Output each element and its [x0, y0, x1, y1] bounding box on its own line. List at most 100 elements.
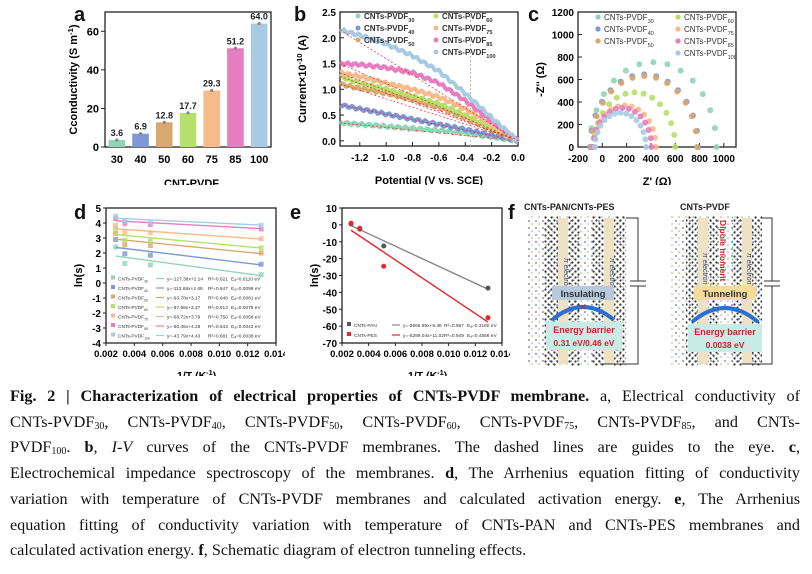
y-tick-label: -4	[92, 339, 101, 350]
blocked-x-icon: ×	[580, 302, 585, 312]
legend-marker	[433, 25, 439, 31]
legend-fit: y=-43.79x+4.43	[167, 334, 201, 340]
legend-label: CNTs-PVDF75	[684, 25, 734, 37]
caption-subscript: 60	[446, 420, 457, 432]
eis-point	[664, 61, 671, 68]
data-point	[357, 225, 363, 231]
caption-text: PVDF	[10, 438, 52, 457]
eis-point	[672, 144, 679, 150]
x-tick-label: 40	[134, 154, 146, 166]
legend-label: CNTs-PVDF50	[364, 36, 415, 48]
schematic-f-tunneling: CNTs-PAN/CNTs-PES π electron π electron …	[524, 202, 780, 366]
data-point	[485, 285, 491, 291]
x-tick-label: -200	[568, 154, 588, 165]
eis-point	[628, 113, 635, 120]
data-point	[258, 250, 264, 256]
legend-marker	[111, 323, 115, 327]
caption-panel-ref: d	[445, 464, 455, 483]
caption-text: , CNTs-PVDF	[339, 412, 447, 431]
legend-label: CNTs-PVDF100	[442, 48, 496, 60]
legend-label: CNTs-PVDF75	[442, 24, 493, 36]
data-point	[258, 245, 264, 251]
circuit-bracket-right	[742, 217, 780, 365]
data-point	[122, 237, 128, 243]
eis-point	[699, 91, 706, 98]
data-label: 17.7	[179, 101, 197, 111]
y-tick-label: 800	[557, 53, 574, 64]
legend-label: CNTs-PVDF100	[684, 49, 737, 61]
legend-r2: R²=0.646	[208, 296, 228, 302]
legend-marker	[595, 14, 601, 20]
x-tick-label: -0.8	[404, 153, 422, 164]
bar	[108, 140, 126, 147]
x-axis-label: 1/T (K-1)	[408, 368, 447, 377]
data-point	[147, 238, 153, 244]
caption-subscript: 50	[329, 420, 340, 432]
data-label: 29.3	[203, 78, 221, 88]
legend-marker	[675, 50, 681, 56]
data-point	[258, 236, 264, 242]
y-tick-label: 10	[326, 204, 338, 215]
caption-line: CNTs-PVDF30, CNTs-PVDF40, CNTs-PVDF50, C…	[10, 410, 800, 436]
y-tick-label: 20	[87, 103, 99, 115]
fit-line	[115, 238, 262, 255]
x-tick-label: 0.012	[463, 349, 487, 360]
legend-label: CNTs-PVDF85	[442, 36, 493, 48]
y-tick-label: 600	[557, 76, 574, 87]
legend-marker	[355, 13, 361, 19]
data-point	[258, 272, 264, 278]
eis-point	[617, 109, 624, 116]
legend-fit: y=-113.68x+2.68	[167, 286, 203, 292]
legend-marker	[595, 38, 601, 44]
legend-marker	[675, 38, 681, 44]
error-dot	[233, 46, 238, 50]
data-point	[113, 231, 119, 236]
eis-point	[606, 113, 613, 120]
legend-marker	[111, 304, 115, 308]
x-tick-label: 400	[643, 154, 660, 165]
data-point	[122, 251, 128, 257]
legend-r2: R²=0.681	[208, 334, 228, 340]
x-tick-label: 60	[182, 154, 194, 166]
data-point	[113, 222, 119, 228]
caption-text: a, Electrical conductivity of	[589, 387, 800, 405]
caption-panel-ref: c	[788, 438, 796, 457]
eis-point	[613, 94, 620, 101]
caption-line: PVDF100. b, I-V curves of the CNTs-PVDF …	[10, 435, 800, 461]
tunneling-arc	[690, 306, 760, 324]
legend-label: CNTs-PVDF85	[684, 37, 734, 49]
eis-point	[642, 136, 649, 143]
y-tick-label: 0	[568, 143, 574, 154]
eis-point	[653, 74, 660, 81]
legend-r2: R²=0.613	[208, 305, 228, 311]
fit-line	[115, 246, 262, 266]
y-tick-label: -60	[323, 322, 338, 333]
caption-subscript: 100	[51, 446, 67, 458]
caption-text: ,	[93, 438, 112, 457]
eis-point	[637, 113, 644, 120]
tunneling-badge	[694, 286, 756, 300]
eis-point	[656, 101, 663, 108]
y-axis-label: ln(s)	[73, 264, 85, 288]
y-tick-label: 0	[93, 142, 99, 154]
fit-line	[115, 217, 262, 226]
eis-point	[592, 136, 599, 143]
eis-point	[610, 77, 617, 84]
eis-point	[688, 113, 695, 120]
eis-point	[645, 127, 652, 134]
eis-point	[640, 90, 647, 97]
data-point	[381, 243, 387, 249]
barrier-value-right: 0.0038 eV	[706, 340, 745, 350]
legend-r2: R²=0.750	[208, 315, 228, 321]
fit-line	[350, 229, 489, 323]
caption-panel-ref: f	[198, 541, 204, 560]
eis-point	[713, 144, 720, 150]
eis-point	[649, 94, 656, 101]
x-tick-label: 0.004	[122, 349, 146, 360]
x-tick-label: 0	[600, 154, 606, 165]
y-tick-label: -70	[323, 339, 338, 350]
x-tick-label: 600	[667, 154, 684, 165]
fit-line	[115, 228, 262, 240]
panel-label-c: c	[528, 4, 540, 26]
